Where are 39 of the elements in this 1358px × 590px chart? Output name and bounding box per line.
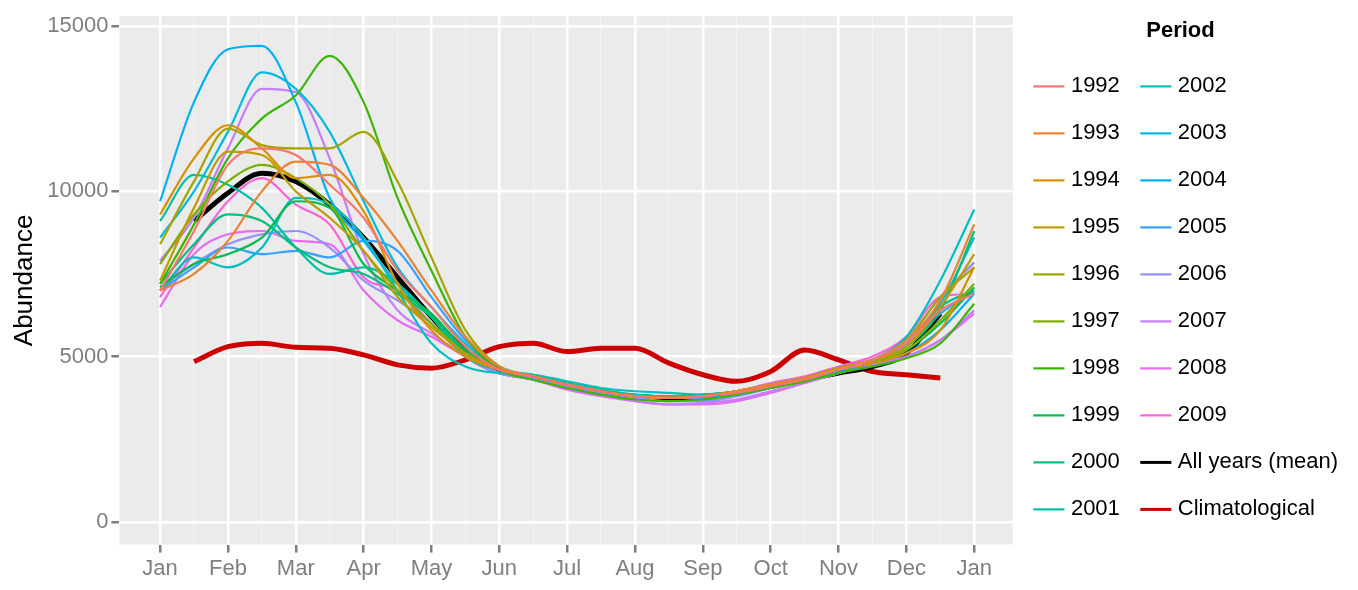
x-tick-label: Nov [818, 554, 859, 580]
x-tick-label: Jul [553, 554, 582, 580]
legend-label: 2003 [1177, 119, 1227, 145]
x-tick-label: Sep [683, 554, 723, 580]
legend-label: 1996 [1070, 260, 1120, 286]
x-tick-label: Oct [753, 554, 788, 580]
x-tick-label: May [410, 554, 453, 580]
legend-label: 1997 [1070, 307, 1120, 333]
legend-label: 1999 [1070, 401, 1120, 427]
x-tick-label: Jun [481, 554, 518, 580]
y-axis-title: Abundance [7, 214, 38, 347]
legend-label: All years (mean) [1177, 448, 1338, 474]
x-tick-label: Aug [615, 554, 655, 580]
y-tick-label: 10000 [47, 177, 109, 203]
x-tick-label: Feb [208, 554, 247, 580]
x-tick-label: Jan [956, 554, 992, 580]
legend-label: 1998 [1070, 354, 1120, 380]
x-tick-label: Dec [886, 554, 926, 580]
legend-label: 2006 [1177, 260, 1227, 286]
legend-label: 2001 [1070, 495, 1120, 521]
y-tick-label: 0 [96, 507, 109, 533]
x-tick-label: Jan [142, 554, 178, 580]
y-tick-label: 5000 [59, 342, 109, 368]
x-tick-label: Mar [276, 554, 315, 580]
legend-label: 2005 [1177, 213, 1227, 239]
legend-label: 2008 [1177, 354, 1227, 380]
legend-label: 1992 [1070, 72, 1120, 98]
legend-label: 2000 [1070, 448, 1120, 474]
legend-label: 1993 [1070, 119, 1120, 145]
y-tick-label: 15000 [47, 12, 109, 38]
legend-label: 2004 [1177, 166, 1227, 192]
legend-label: 1995 [1070, 213, 1120, 239]
legend-label: Climatological [1177, 495, 1315, 521]
x-tick-label: Apr [346, 554, 381, 580]
legend-label: 2009 [1177, 401, 1227, 427]
legend-label: 2002 [1177, 72, 1227, 98]
legend-label: 2007 [1177, 307, 1227, 333]
legend-title: Period [1146, 17, 1215, 43]
legend-label: 1994 [1070, 166, 1120, 192]
